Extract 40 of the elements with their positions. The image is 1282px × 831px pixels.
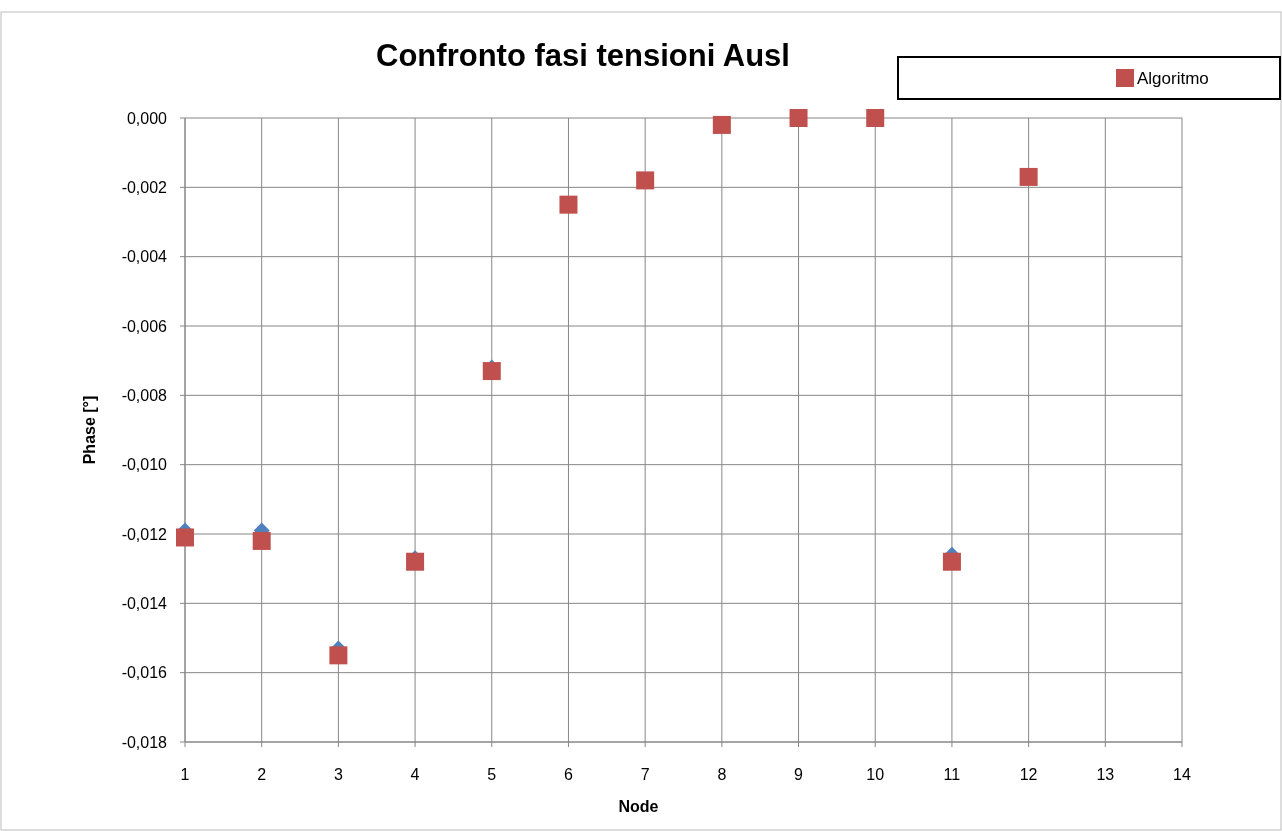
- y-tick-label: -0,014: [121, 594, 168, 612]
- x-tick-label: 12: [1019, 766, 1038, 783]
- y-tick-label: -0,006: [121, 317, 168, 335]
- x-tick-label: 6: [564, 766, 574, 783]
- x-tick-label: 11: [943, 766, 961, 783]
- point: [712, 115, 731, 134]
- point: [942, 552, 961, 571]
- chart-title: Confronto fasi tensioni Ausl: [376, 38, 790, 73]
- point: [866, 109, 885, 127]
- point: [1019, 167, 1038, 186]
- y-tick-label: -0,002: [121, 178, 168, 196]
- point: [636, 171, 655, 190]
- point: [482, 362, 501, 381]
- y-tick-label: -0,008: [121, 386, 168, 404]
- y-axis-title: Phase [°]: [81, 395, 98, 465]
- point: [176, 528, 194, 547]
- y-tick-label: -0,012: [121, 525, 168, 543]
- x-tick-label: 2: [257, 766, 267, 783]
- point: [406, 552, 425, 571]
- point: [789, 109, 808, 127]
- x-tick-label: 10: [866, 766, 885, 783]
- legend-label: Algoritmo: [1137, 68, 1209, 88]
- x-tick-label: 8: [717, 766, 727, 783]
- point: [329, 646, 348, 665]
- x-axis-title: Node: [618, 798, 659, 815]
- x-tick-label: 4: [410, 766, 420, 783]
- x-tick-label: 13: [1096, 766, 1115, 783]
- y-tick-label: -0,010: [121, 456, 168, 474]
- point: [252, 531, 271, 550]
- x-tick-label: 3: [333, 766, 343, 783]
- y-tick-label: 0,000: [126, 109, 168, 127]
- x-tick-label: 1: [180, 766, 190, 783]
- point: [559, 195, 578, 214]
- y-tick-label: -0,004: [121, 248, 168, 266]
- x-tick-label: 9: [794, 766, 804, 783]
- x-tick-label: 5: [487, 766, 497, 783]
- y-tick-label: -0,018: [121, 733, 168, 751]
- y-tick-label: -0,016: [121, 664, 168, 682]
- x-tick-label: 7: [640, 766, 650, 783]
- x-tick-label: 14: [1173, 766, 1191, 783]
